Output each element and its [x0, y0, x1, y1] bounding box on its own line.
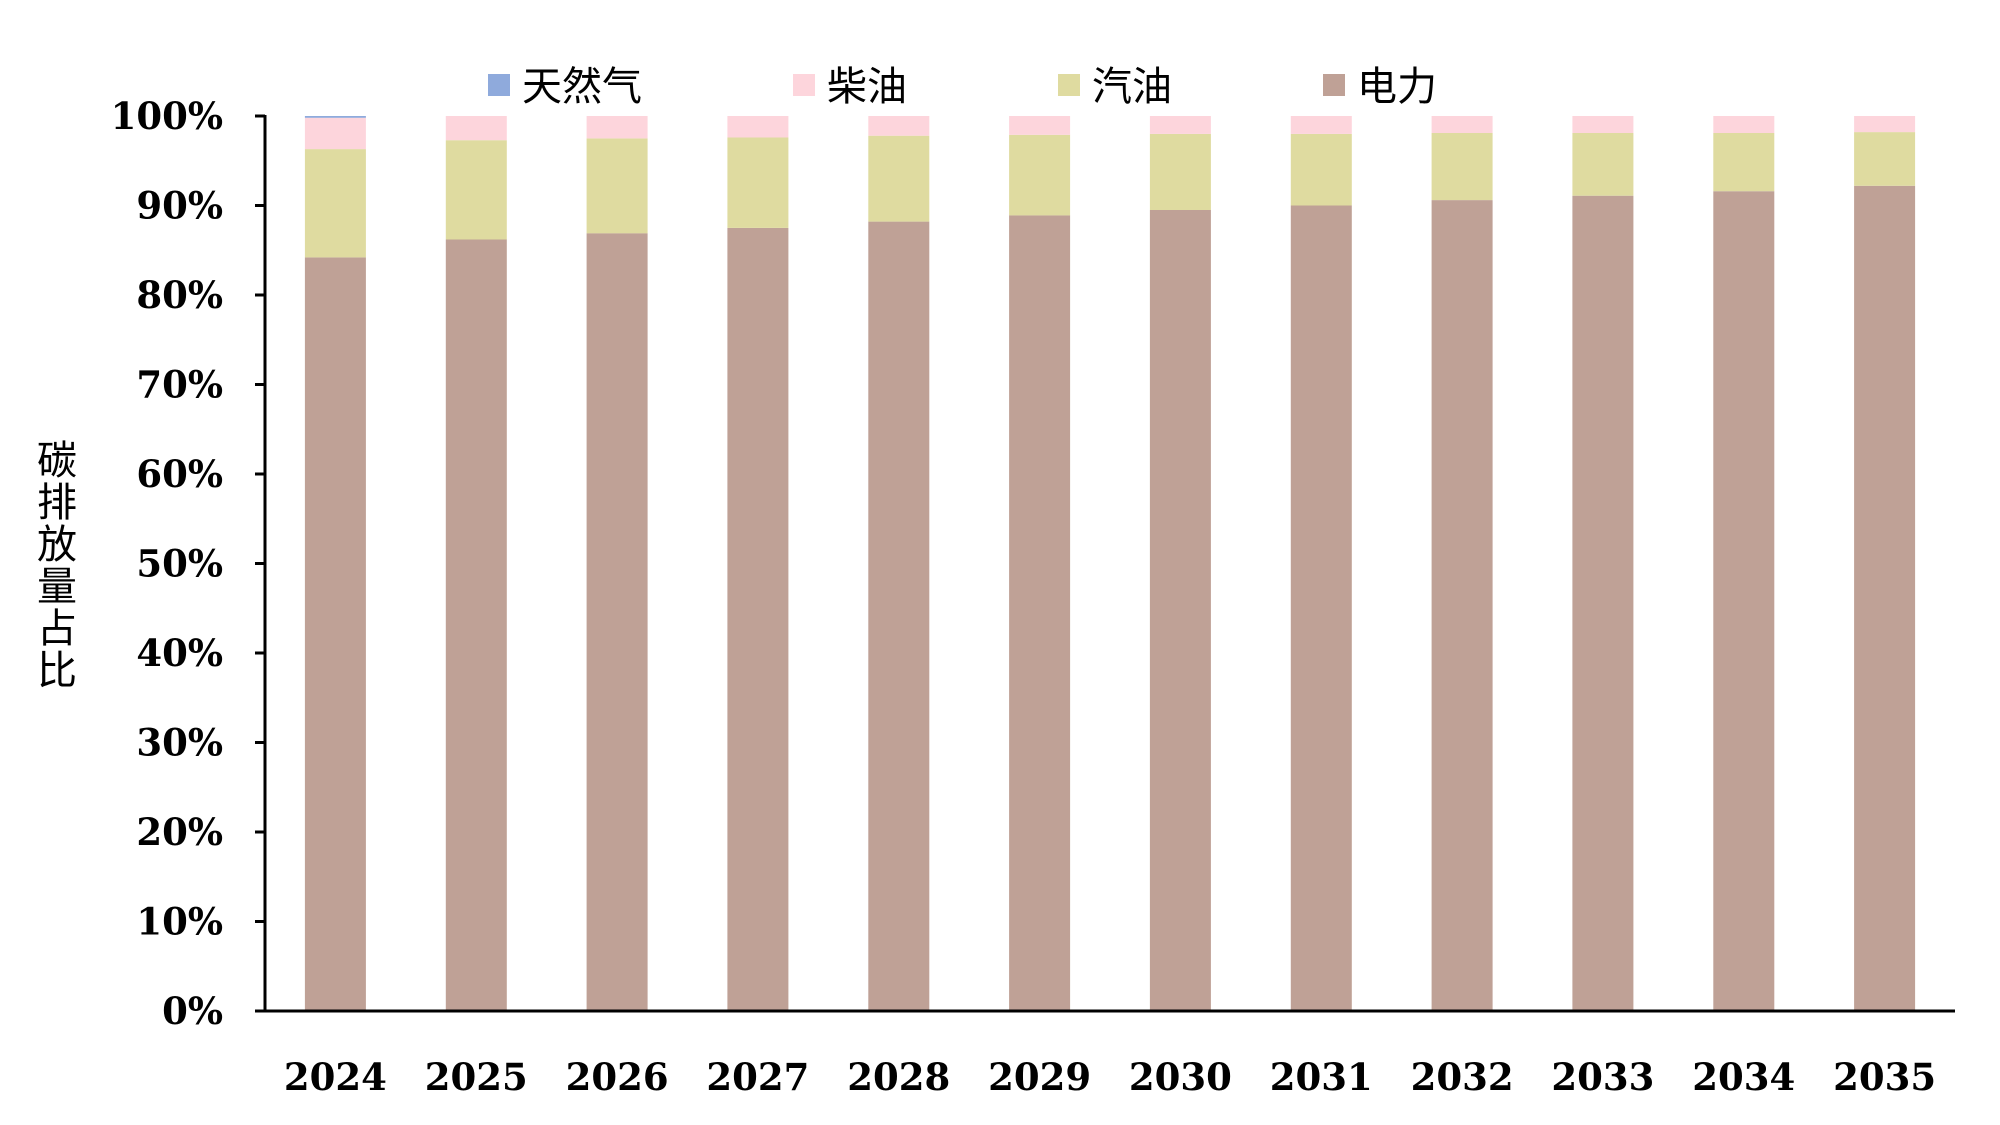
bar-segment: [868, 135, 930, 222]
legend-swatch: [488, 74, 510, 96]
bar-segment: [1290, 205, 1352, 1011]
bar-segment: [1572, 195, 1634, 1011]
bar-segment: [1149, 133, 1211, 210]
bar-segment: [1290, 116, 1352, 134]
bar-segment: [586, 233, 648, 1011]
bar-segment: [1713, 191, 1775, 1011]
x-tick-label: 2030: [1129, 1055, 1232, 1099]
x-tick-label: 2034: [1692, 1055, 1795, 1099]
bar-segment: [1009, 116, 1071, 135]
bar-segment: [445, 140, 507, 240]
bar-segment: [445, 116, 507, 141]
bar-segment: [304, 117, 366, 150]
bar-segment: [1149, 116, 1211, 134]
y-axis-title-char: 量: [37, 564, 77, 610]
bar-segment: [1431, 133, 1493, 201]
x-tick-label: 2033: [1551, 1055, 1654, 1099]
y-tick-label: 70%: [136, 363, 223, 407]
x-tick-label: 2031: [1270, 1055, 1373, 1099]
x-tick-label: 2025: [425, 1055, 528, 1099]
x-tick-label: 2027: [706, 1055, 809, 1099]
y-tick-label: 20%: [136, 810, 223, 854]
y-tick-label: 10%: [136, 900, 223, 944]
y-axis-title: 碳排放量占比: [37, 438, 77, 694]
y-axis-title-char: 占: [37, 606, 77, 652]
bar-segment: [868, 221, 930, 1012]
y-tick-label: 60%: [136, 452, 223, 496]
bar-segment: [304, 116, 366, 118]
bar-segment: [727, 116, 789, 138]
bar-segment: [727, 227, 789, 1011]
legend-label: 电力: [1357, 64, 1437, 110]
y-tick-label: 80%: [136, 273, 223, 317]
bar-segment: [1572, 133, 1634, 196]
legend-label: 汽油: [1092, 64, 1172, 110]
bar-segment: [1713, 133, 1775, 192]
y-axis-title-char: 放: [37, 522, 77, 568]
y-tick-label: 0%: [162, 989, 223, 1033]
y-tick-label: 100%: [111, 94, 223, 138]
bar-segment: [445, 239, 507, 1011]
x-tick-label: 2029: [988, 1055, 1091, 1099]
bar-segment: [1713, 116, 1775, 133]
bar-segment: [1854, 185, 1916, 1012]
y-axis-title-char: 碳: [37, 438, 77, 484]
bar-segment: [1431, 116, 1493, 133]
x-tick-label: 2026: [566, 1055, 669, 1099]
y-axis-title-char: 比: [37, 648, 77, 694]
bar-segment: [1854, 132, 1916, 186]
x-tick-label: 2024: [284, 1055, 387, 1099]
bar-segment: [868, 116, 930, 136]
legend-swatch: [793, 74, 815, 96]
legend-swatch: [1323, 74, 1345, 96]
bar-segment: [1009, 215, 1071, 1012]
bar-segment: [1009, 134, 1071, 216]
bar-segment: [1290, 133, 1352, 206]
x-tick-label: 2035: [1833, 1055, 1936, 1099]
bar-segment: [586, 138, 648, 234]
legend-swatch: [1058, 74, 1080, 96]
legend-label: 天然气: [522, 64, 642, 110]
x-tick-label: 2032: [1411, 1055, 1514, 1099]
bar-segment: [304, 257, 366, 1011]
y-tick-label: 30%: [136, 721, 223, 765]
bar-segment: [1854, 116, 1916, 133]
y-axis-title-char: 排: [37, 480, 77, 526]
bar-segment: [1572, 116, 1634, 133]
bar-segment: [586, 116, 648, 139]
y-tick-label: 90%: [136, 184, 223, 228]
bar-segment: [1431, 200, 1493, 1012]
y-tick-label: 40%: [136, 631, 223, 675]
bar-segment: [727, 137, 789, 228]
legend-label: 柴油: [827, 64, 907, 110]
x-tick-label: 2028: [847, 1055, 950, 1099]
bar-segment: [304, 149, 366, 258]
bar-segment: [1149, 210, 1211, 1011]
y-tick-label: 50%: [136, 542, 223, 586]
